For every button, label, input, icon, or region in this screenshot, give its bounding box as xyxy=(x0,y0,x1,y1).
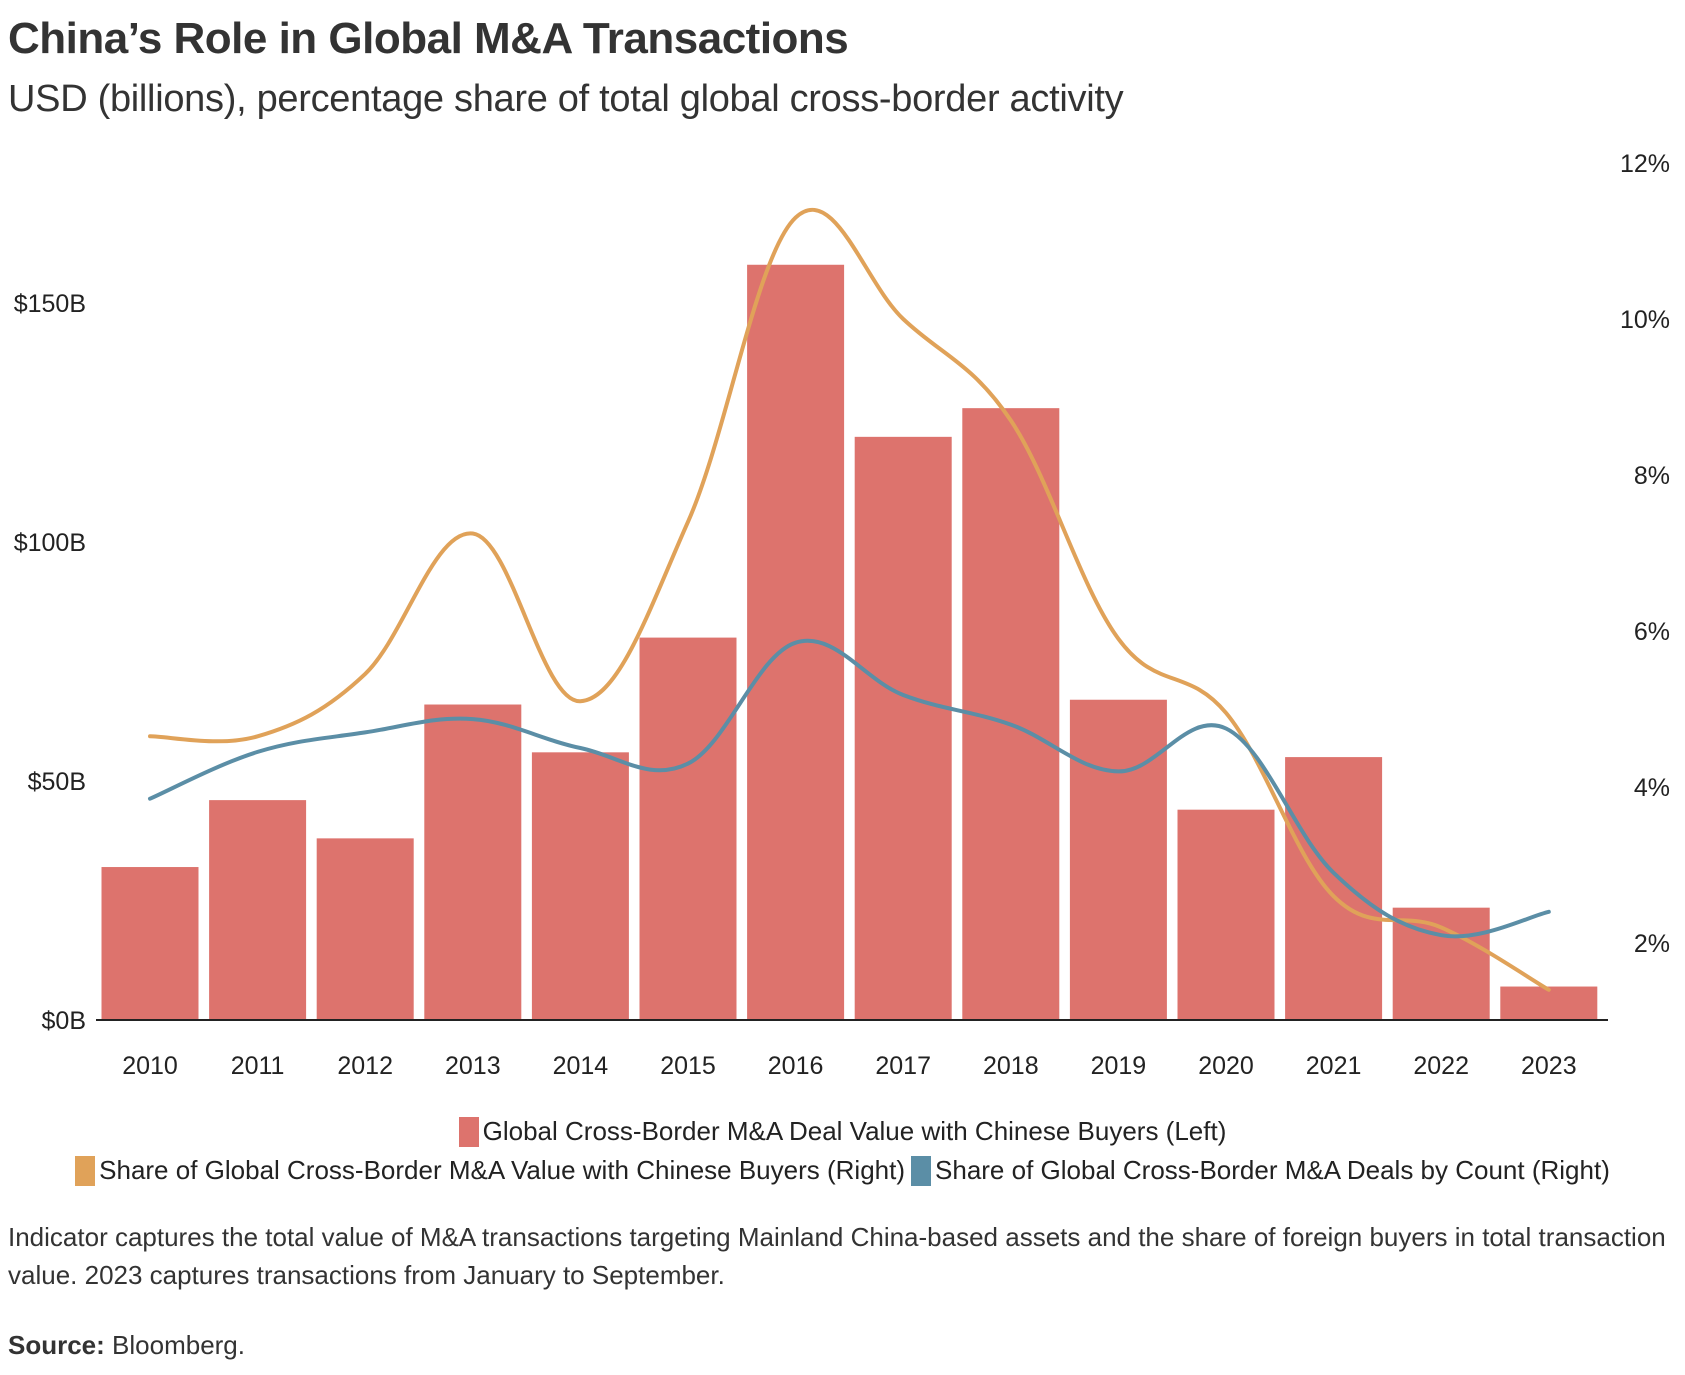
right-axis: 2% 4% 6% 8% 10% 12% xyxy=(1620,150,1670,958)
legend-label: Share of Global Cross-Border M&A Deals b… xyxy=(935,1155,1610,1185)
legend-item-count-share: Share of Global Cross-Border M&A Deals b… xyxy=(911,1155,1610,1186)
bar-2020 xyxy=(1177,809,1275,1020)
source-value: Bloomberg. xyxy=(104,1330,245,1360)
right-tick-label: 8% xyxy=(1634,462,1670,490)
legend-label: Share of Global Cross-Border M&A Value w… xyxy=(99,1155,906,1185)
right-tick-label: 12% xyxy=(1620,150,1670,178)
source-line: Source: Bloomberg. xyxy=(8,1330,245,1361)
x-tick-label: 2020 xyxy=(1198,1052,1254,1080)
left-tick-label: $150B xyxy=(14,290,86,318)
x-tick-label: 2015 xyxy=(660,1052,716,1080)
left-tick-label: $100B xyxy=(14,529,86,557)
x-tick-label: 2023 xyxy=(1521,1052,1577,1080)
x-tick-label: 2021 xyxy=(1306,1052,1362,1080)
chart-subtitle: USD (billions), percentage share of tota… xyxy=(8,78,1124,120)
legend-swatch-bars xyxy=(458,1116,479,1147)
left-axis: $0B $50B $100B $150B xyxy=(14,290,86,1035)
x-tick-label: 2011 xyxy=(231,1052,285,1080)
right-tick-label: 2% xyxy=(1634,930,1670,958)
bar-2015 xyxy=(639,637,737,1020)
legend-swatch-count-share xyxy=(911,1155,932,1186)
legend-label: Global Cross-Border M&A Deal Value with … xyxy=(482,1116,1227,1146)
source-label: Source: xyxy=(8,1330,105,1360)
chart-title: China’s Role in Global M&A Transactions xyxy=(8,14,849,63)
legend-row-2: Share of Global Cross-Border M&A Value w… xyxy=(0,1155,1685,1186)
bar-2021 xyxy=(1285,757,1383,1020)
x-tick-label: 2013 xyxy=(445,1052,501,1080)
bar-2017 xyxy=(854,436,952,1021)
bar-2011 xyxy=(209,800,307,1020)
x-tick-label: 2010 xyxy=(122,1052,178,1080)
legend-swatch-value-share xyxy=(75,1155,96,1186)
bar-2012 xyxy=(316,838,414,1020)
line-count-share xyxy=(148,638,1551,939)
legend-row-1: Global Cross-Border M&A Deal Value with … xyxy=(0,1116,1685,1147)
bar-2019 xyxy=(1069,699,1167,1020)
legend-item-deal-value: Global Cross-Border M&A Deal Value with … xyxy=(458,1116,1227,1147)
right-tick-label: 6% xyxy=(1634,618,1670,646)
footnote: Indicator captures the total value of M&… xyxy=(8,1222,1666,1290)
x-tick-label: 2016 xyxy=(768,1052,824,1080)
x-tick-label: 2022 xyxy=(1413,1052,1469,1080)
bar-2014 xyxy=(531,752,629,1020)
line-series xyxy=(148,207,1551,992)
line-value-share xyxy=(148,207,1551,992)
x-tick-label: 2014 xyxy=(553,1052,609,1080)
chart: $0B$50B$100B$150B 2%4%6%8%10%12% 2010 201… xyxy=(14,150,1670,1080)
x-tick-label: 2012 xyxy=(337,1052,393,1080)
left-tick-label: $0B xyxy=(42,1007,86,1035)
right-tick-label: 4% xyxy=(1634,774,1670,802)
bar-2010 xyxy=(101,867,199,1020)
x-tick-label: 2019 xyxy=(1091,1052,1147,1080)
left-tick-label: $50B xyxy=(28,768,86,796)
bar-2023 xyxy=(1500,986,1598,1020)
legend-item-value-share: Share of Global Cross-Border M&A Value w… xyxy=(75,1155,905,1186)
bar-2013 xyxy=(424,704,522,1020)
x-tick-label: 2017 xyxy=(875,1052,931,1080)
right-tick-label: 10% xyxy=(1620,306,1670,334)
x-axis: 2010 2011 2012 2013 2014 2015 2016 2017 2018 2019… xyxy=(122,1052,1576,1080)
x-tick-label: 2018 xyxy=(983,1052,1039,1080)
